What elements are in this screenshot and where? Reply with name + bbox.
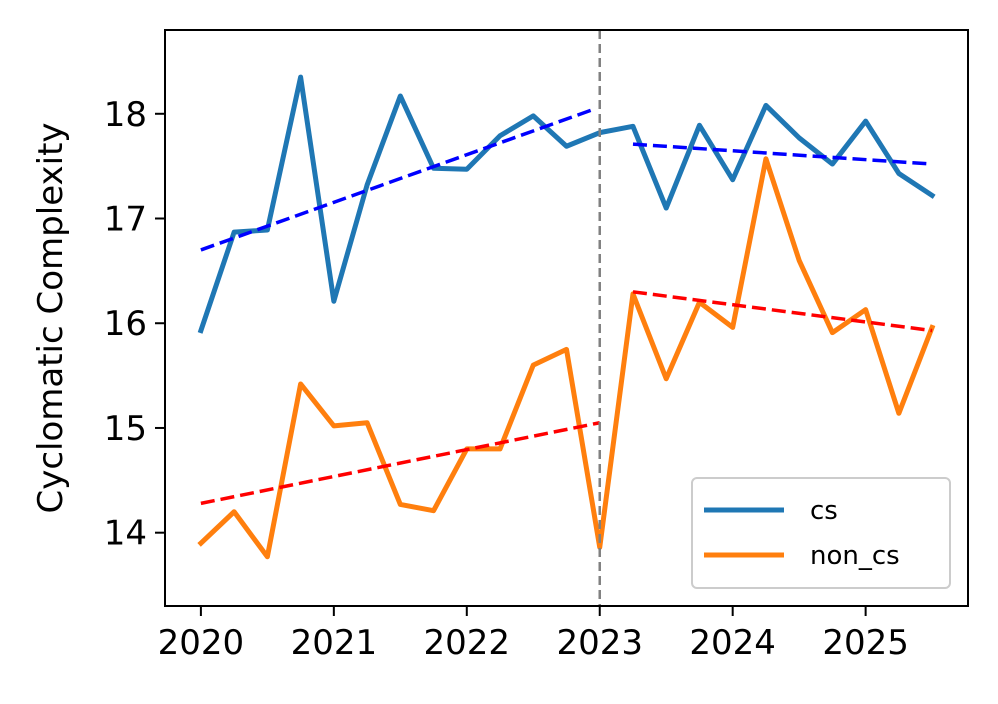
plot-data-layer [197,30,936,606]
legend: cs non_cs [691,477,951,589]
y-tick-label: 14 [104,514,147,554]
x-tick-label: 2021 [291,623,378,663]
x-tick-label: 2023 [556,623,643,663]
series-line-non-cs [197,156,936,560]
legend-box [691,477,951,589]
y-tick-label: 17 [104,200,147,240]
series-line-cs [197,74,936,334]
y-tick-label: 15 [104,409,147,449]
x-tick-label: 2022 [424,623,511,663]
legend-label-non-cs: non_cs [810,541,900,571]
x-tick-label: 2020 [158,623,245,663]
trend-line-non-cs-trend-post [632,290,933,333]
trend-line-non-cs-trend-pre [200,421,601,506]
axis-ticks: 2020 2021 2022 2023 2024 2025 14 15 16 17 18 [104,95,909,663]
y-tick-label: 18 [104,95,147,135]
y-tick-label: 16 [104,304,147,344]
x-tick-label: 2025 [822,623,909,663]
x-tick-label: 2024 [689,623,776,663]
trend-line-cs-trend-pre [200,106,597,252]
y-axis-label: Cyclomatic Complexity [31,122,71,513]
trend-line-cs-trend-post [632,142,933,166]
plot-frame [164,29,969,607]
legend-label-cs: cs [810,496,838,526]
